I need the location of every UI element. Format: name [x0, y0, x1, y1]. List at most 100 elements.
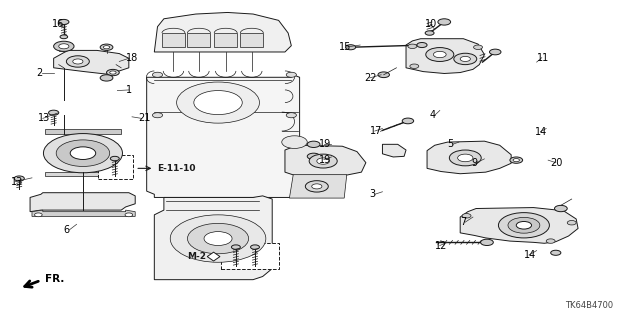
Text: 13: 13: [11, 177, 23, 187]
Circle shape: [312, 184, 322, 189]
Circle shape: [49, 110, 59, 115]
Text: 15: 15: [339, 42, 351, 52]
Circle shape: [499, 213, 549, 238]
Circle shape: [567, 220, 576, 225]
Circle shape: [481, 239, 493, 246]
Text: 13: 13: [38, 113, 50, 123]
Circle shape: [70, 147, 96, 160]
Text: 14: 14: [524, 250, 536, 260]
Circle shape: [426, 48, 454, 62]
Circle shape: [508, 217, 540, 233]
Polygon shape: [54, 50, 129, 74]
Circle shape: [433, 51, 446, 58]
Text: 1: 1: [125, 85, 132, 95]
Text: 2: 2: [36, 68, 43, 78]
Text: 4: 4: [429, 110, 436, 120]
Circle shape: [286, 72, 296, 77]
Circle shape: [286, 113, 296, 118]
Polygon shape: [285, 145, 366, 175]
Polygon shape: [427, 141, 511, 174]
Circle shape: [204, 232, 232, 246]
Text: TK64B4700: TK64B4700: [565, 301, 613, 310]
Text: 12: 12: [435, 241, 447, 250]
Text: 5: 5: [447, 139, 454, 149]
Polygon shape: [162, 33, 185, 47]
Circle shape: [60, 35, 68, 39]
Circle shape: [232, 245, 241, 249]
Circle shape: [410, 64, 419, 69]
Circle shape: [106, 69, 119, 76]
Circle shape: [516, 221, 532, 229]
Circle shape: [44, 134, 122, 173]
Circle shape: [100, 44, 113, 50]
Polygon shape: [383, 144, 406, 157]
Text: 7: 7: [460, 217, 467, 227]
Text: 17: 17: [370, 126, 382, 136]
Circle shape: [59, 19, 69, 25]
Text: 3: 3: [370, 189, 376, 199]
Text: 20: 20: [550, 158, 563, 168]
Circle shape: [170, 215, 266, 262]
Circle shape: [125, 213, 132, 217]
Circle shape: [438, 19, 451, 25]
Circle shape: [152, 72, 163, 77]
Text: 14: 14: [536, 127, 548, 137]
Text: 19: 19: [319, 154, 331, 165]
Circle shape: [554, 205, 567, 212]
Circle shape: [309, 154, 337, 168]
Circle shape: [188, 223, 248, 254]
Circle shape: [378, 72, 390, 78]
Circle shape: [460, 56, 470, 62]
Polygon shape: [147, 74, 300, 197]
Polygon shape: [406, 39, 484, 73]
Circle shape: [458, 154, 473, 162]
Circle shape: [109, 71, 116, 74]
Circle shape: [307, 141, 320, 147]
Circle shape: [54, 41, 74, 51]
Polygon shape: [154, 12, 291, 52]
Circle shape: [510, 157, 523, 163]
Circle shape: [490, 49, 501, 55]
Circle shape: [67, 56, 90, 67]
Text: 16: 16: [52, 19, 65, 28]
Polygon shape: [45, 172, 125, 176]
Text: 21: 21: [138, 113, 151, 123]
Polygon shape: [460, 208, 578, 243]
Circle shape: [462, 214, 471, 218]
Circle shape: [59, 44, 69, 49]
Text: 6: 6: [63, 225, 69, 235]
Circle shape: [317, 158, 330, 164]
Circle shape: [513, 159, 520, 162]
Text: 11: 11: [537, 53, 549, 63]
Text: M-2: M-2: [187, 252, 206, 261]
Circle shape: [14, 176, 24, 181]
Text: 9: 9: [472, 158, 478, 168]
Polygon shape: [32, 210, 135, 216]
Circle shape: [194, 91, 243, 115]
Text: 22: 22: [365, 73, 377, 83]
Bar: [59, 46, 69, 51]
Polygon shape: [45, 130, 121, 134]
Bar: [221, 243, 278, 269]
Circle shape: [100, 75, 113, 81]
Polygon shape: [241, 33, 263, 47]
Circle shape: [474, 45, 483, 49]
Polygon shape: [188, 33, 211, 47]
Circle shape: [103, 46, 109, 49]
Circle shape: [152, 113, 163, 118]
Circle shape: [56, 140, 109, 167]
Bar: [99, 155, 133, 179]
Circle shape: [250, 245, 259, 249]
Text: FR.: FR.: [45, 274, 64, 284]
Circle shape: [417, 42, 427, 48]
Polygon shape: [289, 175, 347, 198]
Polygon shape: [30, 193, 135, 212]
Circle shape: [177, 82, 259, 123]
Circle shape: [425, 31, 434, 35]
Circle shape: [546, 239, 555, 243]
Circle shape: [307, 153, 320, 160]
Circle shape: [346, 45, 356, 50]
Circle shape: [305, 181, 328, 192]
Text: E-11-10: E-11-10: [157, 164, 195, 173]
Circle shape: [282, 136, 307, 148]
